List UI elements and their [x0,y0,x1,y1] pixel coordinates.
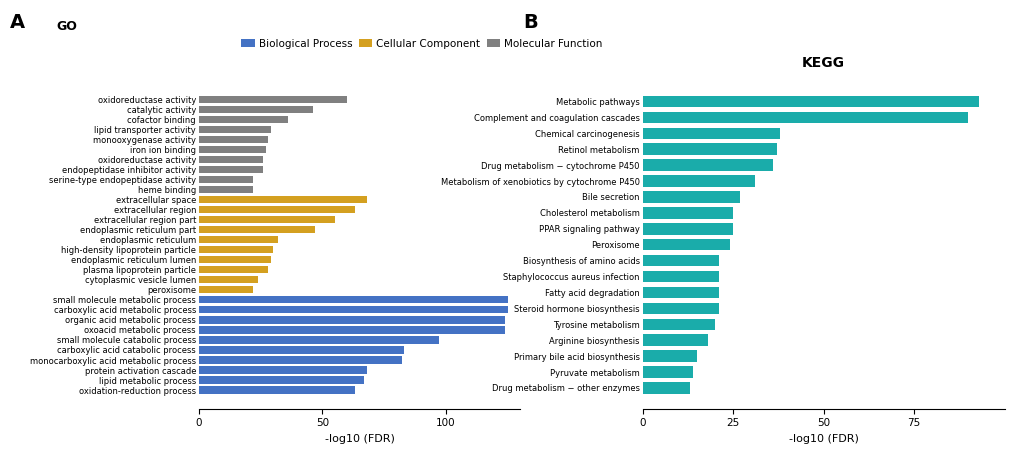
Bar [199,266,268,273]
Bar [642,175,754,187]
Bar [199,357,401,364]
Bar [642,144,775,155]
Bar [642,366,693,378]
Bar [199,246,273,253]
Bar [199,336,438,343]
Bar [642,255,718,266]
Bar [199,296,507,304]
Bar [199,126,270,133]
Bar [199,96,346,103]
Bar [199,166,263,173]
Bar [642,318,714,330]
Bar [199,106,312,113]
Title: KEGG: KEGG [801,56,845,70]
Bar [642,350,696,362]
Bar [642,159,772,171]
Bar [199,306,507,313]
Bar [642,271,718,282]
Bar [199,226,315,233]
Bar [642,303,718,314]
Bar [199,236,278,243]
Bar [199,216,334,223]
Bar [199,286,253,294]
X-axis label: -log10 (FDR): -log10 (FDR) [788,434,858,444]
Bar [199,316,504,324]
Bar [199,176,253,183]
Bar [199,196,367,203]
Bar [642,112,968,123]
Text: A: A [10,13,25,32]
Bar [642,128,780,139]
Bar [199,206,355,213]
X-axis label: -log10 (FDR): -log10 (FDR) [324,434,394,444]
Legend: Biological Process, Cellular Component, Molecular Function: Biological Process, Cellular Component, … [240,39,602,48]
Bar [199,256,270,264]
Bar [199,276,258,283]
Bar [642,191,740,202]
Bar [199,186,253,193]
Bar [199,376,364,383]
Bar [642,223,733,234]
Bar [199,136,268,143]
Bar [642,287,718,298]
Bar [199,116,287,123]
Bar [642,239,729,251]
Bar [199,146,265,153]
Text: GO: GO [56,20,76,33]
Bar [199,346,404,353]
Bar [199,366,367,374]
Bar [199,326,504,334]
Bar [642,207,733,219]
Bar [199,387,355,394]
Bar [642,335,707,346]
Text: B: B [523,13,537,32]
Bar [642,382,689,394]
Bar [642,96,978,107]
Bar [199,156,263,163]
